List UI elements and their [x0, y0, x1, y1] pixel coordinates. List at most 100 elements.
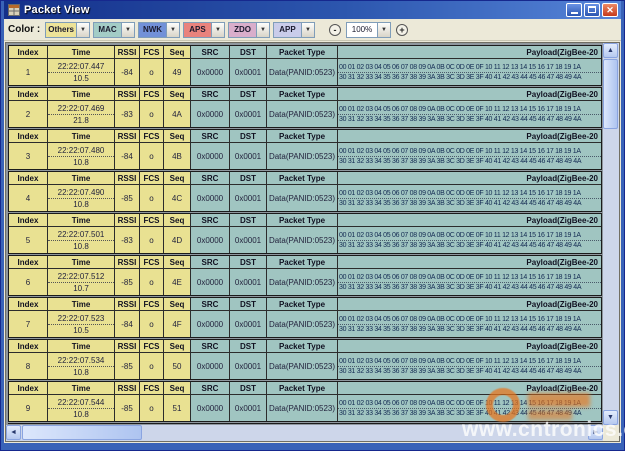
col-header-time: Time — [48, 298, 114, 310]
col-header-seq: Seq — [164, 130, 190, 142]
packet-timestamp: 22:22:07.512 — [48, 271, 114, 283]
col-header-index: Index — [9, 214, 47, 226]
col-header-src: SRC — [191, 88, 229, 100]
packet-row[interactable]: Index Time RSSI FCS Seq SRC DST Packet T… — [8, 297, 602, 338]
minimize-button[interactable] — [566, 3, 582, 17]
horizontal-scrollbar[interactable]: ◄ ► — [6, 425, 603, 441]
scroll-left-button[interactable]: ◄ — [6, 425, 21, 440]
col-header-dst: DST — [230, 46, 266, 58]
col-header-index: Index — [9, 382, 47, 394]
col-header-payload: Payload(ZigBee-20 — [338, 172, 601, 184]
packet-seq: 51 — [164, 395, 190, 421]
filter-combo-mac[interactable]: MAC ▼ — [93, 21, 136, 38]
col-header-fcs: FCS — [140, 256, 163, 268]
chevron-down-icon[interactable]: ▼ — [256, 22, 270, 37]
maximize-button[interactable] — [584, 3, 600, 17]
col-header-src: SRC — [191, 298, 229, 310]
filter-combo-aps[interactable]: APS ▼ — [183, 21, 226, 38]
zoom-level-combo[interactable]: 100% ▼ — [346, 21, 392, 38]
window-title: Packet View — [24, 4, 90, 16]
col-header-seq: Seq — [164, 340, 190, 352]
maximize-icon — [588, 6, 596, 13]
packet-row[interactable]: Index Time RSSI FCS Seq SRC DST Packet T… — [8, 339, 602, 380]
payload-hex-line1: 00 01 02 03 04 05 06 07 08 09 0A 0B 0C 0… — [338, 189, 601, 199]
packet-timestamp: 22:22:07.523 — [48, 313, 114, 325]
packet-fcs: o — [140, 185, 163, 211]
col-header-dst: DST — [230, 214, 266, 226]
filter-combo-nwk[interactable]: NWK ▼ — [138, 21, 181, 38]
packet-row[interactable]: Index Time RSSI FCS Seq SRC DST Packet T… — [8, 213, 602, 254]
col-header-rssi: RSSI — [115, 172, 139, 184]
filter-combo-zdo-value: ZDO — [229, 22, 257, 37]
close-button[interactable]: ✕ — [602, 3, 618, 17]
col-header-payload: Payload(ZigBee-20 — [338, 382, 601, 394]
chevron-down-icon[interactable]: ▼ — [121, 22, 135, 37]
payload-hex-line1: 00 01 02 03 04 05 06 07 08 09 0A 0B 0C 0… — [338, 273, 601, 283]
col-header-fcs: FCS — [140, 340, 163, 352]
col-header-rssi: RSSI — [115, 256, 139, 268]
packet-dst: 0x0001 — [230, 101, 266, 127]
packet-src: 0x0000 — [191, 353, 229, 379]
packet-rssi: -85 — [115, 269, 139, 295]
packet-type: Data(PANID:0523) — [267, 59, 337, 85]
packet-dst: 0x0001 — [230, 311, 266, 337]
packet-dst: 0x0001 — [230, 59, 266, 85]
col-header-payload: Payload(ZigBee-20 — [338, 256, 601, 268]
vertical-scrollbar[interactable]: ▲ ▼ — [603, 43, 619, 425]
filter-combo-app[interactable]: APP ▼ — [273, 21, 316, 38]
packet-fcs: o — [140, 269, 163, 295]
packet-row[interactable]: Index Time RSSI FCS Seq SRC DST Packet T… — [8, 423, 602, 424]
chevron-down-icon[interactable]: ▼ — [76, 22, 90, 37]
chevron-down-icon[interactable]: ▼ — [166, 22, 180, 37]
col-header-fcs: FCS — [140, 130, 163, 142]
col-header-seq: Seq — [164, 214, 190, 226]
title-bar[interactable]: Packet View ✕ — [4, 1, 621, 19]
scroll-up-button[interactable]: ▲ — [603, 43, 618, 58]
packet-time-delta: 10.5 — [73, 73, 89, 83]
filter-combo-mac-value: MAC — [94, 22, 122, 37]
packet-row[interactable]: Index Time RSSI FCS Seq SRC DST Packet T… — [8, 45, 602, 86]
packet-timestamp: 22:22:07.544 — [48, 397, 114, 409]
packet-time-delta: 10.5 — [73, 325, 89, 335]
packet-time: 22:22:07.447 10.5 — [48, 59, 114, 85]
payload-hex-line1: 00 01 02 03 04 05 06 07 08 09 0A 0B 0C 0… — [338, 315, 601, 325]
zoom-out-button[interactable]: - — [329, 23, 342, 36]
vertical-scroll-thumb[interactable] — [603, 59, 618, 129]
packet-row[interactable]: Index Time RSSI FCS Seq SRC DST Packet T… — [8, 171, 602, 212]
packet-seq: 4A — [164, 101, 190, 127]
packet-time-delta: 10.8 — [73, 367, 89, 377]
col-header-src: SRC — [191, 340, 229, 352]
chevron-down-icon[interactable]: ▼ — [211, 22, 225, 37]
col-header-dst: DST — [230, 88, 266, 100]
zoom-in-button[interactable]: + — [396, 23, 409, 36]
filter-combo-zdo[interactable]: ZDO ▼ — [228, 21, 271, 38]
col-header-fcs: FCS — [140, 172, 163, 184]
packet-row[interactable]: Index Time RSSI FCS Seq SRC DST Packet T… — [8, 87, 602, 128]
col-header-rssi: RSSI — [115, 298, 139, 310]
col-header-packet-type: Packet Type — [267, 88, 337, 100]
col-header-payload: Payload(ZigBee-20 — [338, 298, 601, 310]
scroll-right-button[interactable]: ► — [588, 425, 603, 440]
packet-row[interactable]: Index Time RSSI FCS Seq SRC DST Packet T… — [8, 129, 602, 170]
payload-hex-line1: 00 01 02 03 04 05 06 07 08 09 0A 0B 0C 0… — [338, 105, 601, 115]
horizontal-scroll-thumb[interactable] — [22, 425, 142, 440]
chevron-down-icon[interactable]: ▼ — [377, 22, 391, 37]
col-header-src: SRC — [191, 382, 229, 394]
col-header-seq: Seq — [164, 88, 190, 100]
packet-index: 9 — [9, 395, 47, 421]
packet-time: 22:22:07.534 10.8 — [48, 353, 114, 379]
packet-type: Data(PANID:0523) — [267, 311, 337, 337]
packet-seq: 4E — [164, 269, 190, 295]
chevron-down-icon[interactable]: ▼ — [301, 22, 315, 37]
payload-hex-line2: 30 31 32 33 34 35 36 37 38 39 3A 3B 3C 3… — [339, 367, 582, 375]
scroll-down-button[interactable]: ▼ — [603, 410, 618, 425]
watermark-url: www.cntronics.com — [462, 418, 625, 441]
col-header-index: Index — [9, 340, 47, 352]
packet-fcs: o — [140, 59, 163, 85]
col-header-rssi: RSSI — [115, 214, 139, 226]
packet-seq: 4D — [164, 227, 190, 253]
filter-combo-others[interactable]: Others ▼ — [45, 21, 91, 38]
col-header-packet-type: Packet Type — [267, 298, 337, 310]
packet-time-delta: 21.8 — [73, 115, 89, 125]
packet-row[interactable]: Index Time RSSI FCS Seq SRC DST Packet T… — [8, 255, 602, 296]
